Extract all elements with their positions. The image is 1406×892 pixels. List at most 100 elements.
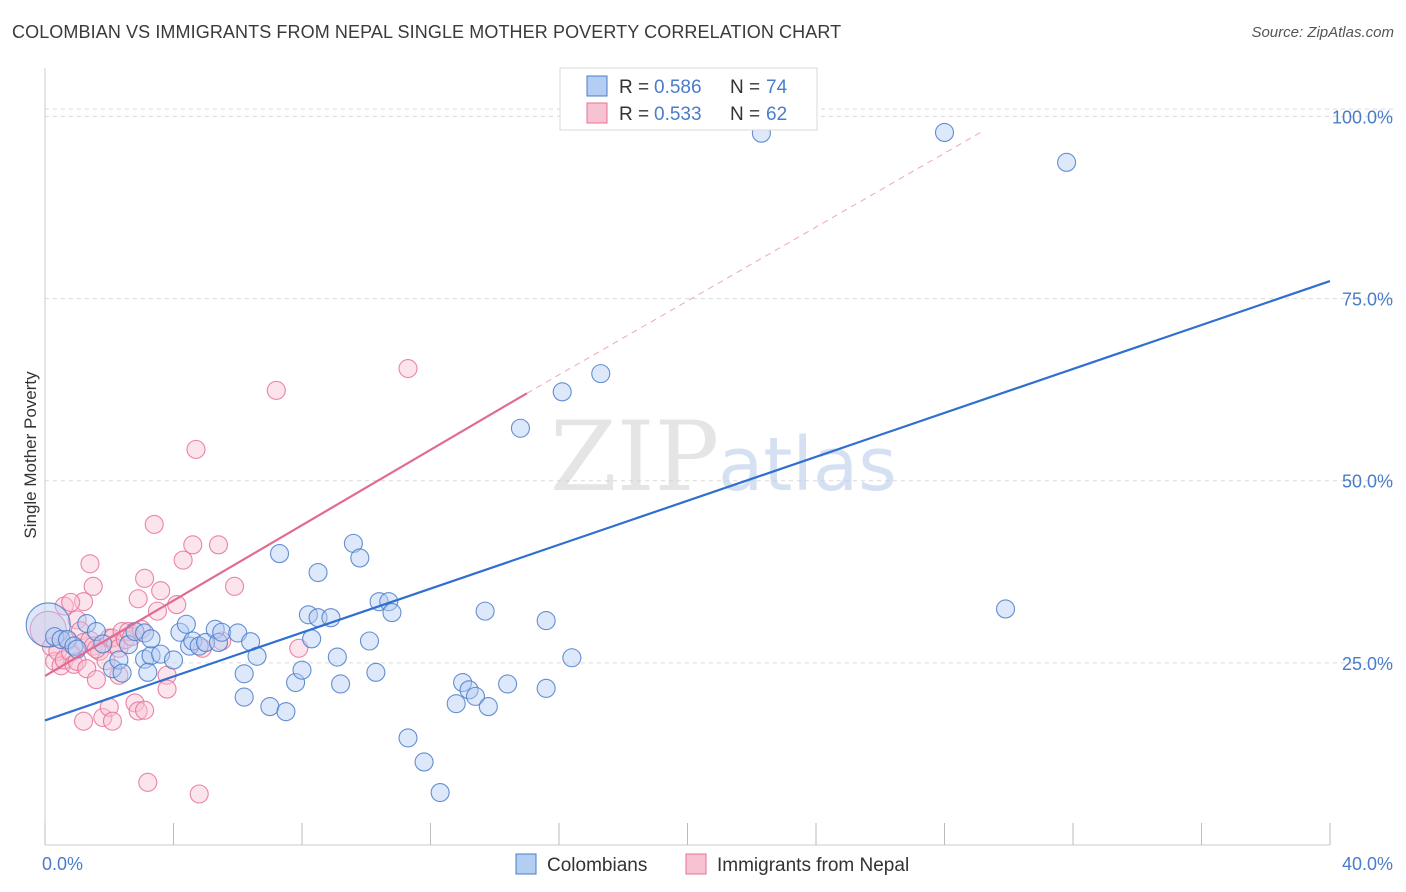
colombians-point-62 bbox=[478, 697, 498, 717]
colombians-point-36 bbox=[269, 544, 290, 564]
nepal-point-34 bbox=[128, 589, 148, 609]
legend-swatch-colombians bbox=[515, 853, 537, 875]
y-axis-title: Single Mother Poverty bbox=[21, 371, 40, 539]
nepal-point-39 bbox=[135, 568, 155, 588]
stats-swatch-pink bbox=[586, 102, 608, 124]
nepal-point-42 bbox=[151, 581, 171, 601]
x-tick-labels: 0.0% 40.0% bbox=[42, 854, 1393, 874]
stats-n-label-2: N = bbox=[730, 104, 760, 125]
colombians-point-61 bbox=[475, 601, 495, 621]
colombians-point-51 bbox=[369, 592, 389, 612]
nepal-point-46 bbox=[173, 550, 193, 570]
colombians-point-39 bbox=[292, 660, 312, 680]
source-label: Source: ZipAtlas.com bbox=[1251, 24, 1394, 41]
x-tick-label-0: 0.0% bbox=[42, 854, 83, 874]
nepal-point-51 bbox=[208, 535, 229, 555]
stats-n-value-1: 74 bbox=[766, 77, 788, 98]
colombians-point-67 bbox=[552, 382, 572, 402]
legend-label-nepal: Immigrants from Nepal bbox=[717, 855, 909, 876]
colombians-point-65 bbox=[536, 611, 556, 631]
colombians-point-73 bbox=[995, 599, 1016, 619]
colombians-point-55 bbox=[414, 752, 434, 772]
colombians-point-16 bbox=[138, 662, 158, 682]
colombians-point-50 bbox=[366, 662, 386, 682]
y-tick-labels: 25.0% 50.0% 75.0% 100.0% bbox=[1332, 107, 1393, 673]
nepal-point-59 bbox=[289, 638, 309, 658]
trend-line-colombians bbox=[44, 280, 1331, 722]
colombians-point-35 bbox=[260, 697, 280, 717]
nepal-point-18 bbox=[86, 670, 106, 690]
stats-r-value-1: 0.586 bbox=[654, 77, 702, 98]
colombians-point-49 bbox=[359, 631, 380, 651]
nepal-point-38 bbox=[138, 772, 158, 792]
trend-line-nepal bbox=[44, 392, 528, 677]
colombians-point-52 bbox=[379, 592, 399, 612]
colombians-point-71 bbox=[934, 122, 955, 143]
colombians-point-48 bbox=[350, 548, 370, 568]
colombians-point-66 bbox=[536, 678, 556, 698]
legend-label-colombians: Colombians bbox=[547, 855, 647, 876]
colombians-point-56 bbox=[430, 782, 450, 803]
colombians-point-18 bbox=[141, 629, 161, 649]
nepal-point-24 bbox=[102, 711, 123, 731]
nepal-point-55 bbox=[61, 592, 81, 612]
nepal-point-16 bbox=[83, 576, 103, 596]
colombians-point-6 bbox=[77, 613, 97, 634]
colombians-point-57 bbox=[446, 694, 466, 714]
colombians-point-58 bbox=[453, 672, 473, 693]
colombians-point-25 bbox=[189, 636, 209, 656]
colombians-point-7 bbox=[86, 621, 106, 642]
nepal-point-44 bbox=[157, 679, 177, 699]
y-tick-label-0: 25.0% bbox=[1342, 654, 1393, 674]
nepal-point-56 bbox=[80, 554, 100, 574]
colombians-point-64 bbox=[510, 418, 531, 438]
colombians-point-43 bbox=[308, 562, 328, 583]
colombians-point-60 bbox=[465, 686, 486, 706]
colombians-point-31 bbox=[234, 687, 254, 707]
y-tick-label-3: 100.0% bbox=[1332, 107, 1393, 127]
colombians-point-45 bbox=[327, 647, 347, 667]
colombians-point-32 bbox=[234, 664, 254, 684]
colombians-point-54 bbox=[398, 728, 418, 748]
colombians-point-46 bbox=[330, 674, 351, 694]
colombians-point-11 bbox=[112, 663, 132, 683]
trend-lines bbox=[44, 130, 1331, 722]
nepal-point-37 bbox=[135, 700, 155, 720]
colombians-point-5 bbox=[67, 639, 87, 659]
grid-lines bbox=[45, 108, 1395, 664]
legend-swatch-nepal bbox=[685, 853, 707, 875]
nepal-point-58 bbox=[266, 380, 286, 400]
stats-swatch-blue bbox=[586, 75, 608, 97]
nepal-point-54 bbox=[54, 596, 74, 616]
y-tick-label-2: 75.0% bbox=[1342, 290, 1393, 310]
colombians-point-28 bbox=[208, 632, 229, 653]
legend: Colombians Immigrants from Nepal bbox=[515, 853, 909, 876]
nepal-point-47 bbox=[183, 535, 203, 555]
stats-box: R = 0.586 N = 74 R = 0.533 N = 62 bbox=[559, 67, 818, 131]
nepal-point-35 bbox=[128, 701, 148, 721]
colombians-point-20 bbox=[163, 650, 184, 670]
nepal-point-14 bbox=[77, 659, 97, 679]
colombians-point-15 bbox=[141, 646, 161, 666]
x-tick-label-1: 40.0% bbox=[1342, 854, 1393, 874]
y-tick-label-1: 50.0% bbox=[1342, 472, 1393, 492]
series-nepal-points bbox=[29, 358, 418, 804]
nepal-point-20 bbox=[93, 707, 113, 728]
nepal-point-48 bbox=[186, 439, 206, 459]
watermark-atlas: atlas bbox=[718, 422, 897, 508]
watermark-zip: ZIP bbox=[550, 401, 719, 513]
nepal-point-60 bbox=[398, 358, 418, 379]
trend-line-nepal-extension bbox=[526, 130, 984, 394]
nepal-point-53 bbox=[224, 576, 245, 596]
stats-n-label-1: N = bbox=[730, 77, 760, 98]
colombians-point-4 bbox=[64, 636, 84, 656]
colombians-point-38 bbox=[286, 672, 306, 693]
colombians-point-37 bbox=[276, 702, 296, 722]
nepal-point-10 bbox=[67, 610, 87, 630]
nepal-point-49 bbox=[189, 784, 209, 804]
stats-r-label-2: R = bbox=[619, 104, 649, 125]
stats-r-value-2: 0.533 bbox=[654, 104, 702, 125]
colombians-point-53 bbox=[382, 603, 402, 623]
colombians-point-69 bbox=[591, 364, 611, 384]
